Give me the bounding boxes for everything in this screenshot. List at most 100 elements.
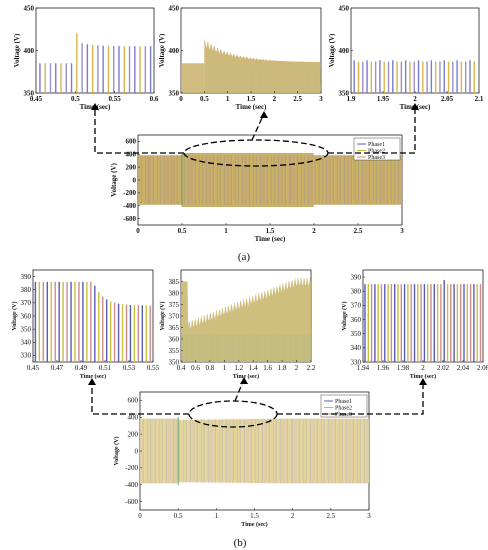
b-main-xtick-label: 1.5: [250, 512, 259, 520]
b-main-xtick-label: 0: [138, 512, 142, 520]
b-main-ytick-label: 200: [128, 430, 139, 438]
a-zoom3-xtick-label: 2.1: [475, 95, 484, 103]
b-main-series-group: [139, 416, 369, 486]
b-zoom2-series-group: [181, 277, 312, 362]
a-zoom1-ytick-label: 450: [24, 4, 35, 12]
b-zoom3-chart: 1.94 1.96 1.98 2 2.02 2.04 2.06 330 340 350 360 370…: [341, 269, 488, 380]
b-main-legend-entry: Phase1: [335, 399, 352, 405]
b-zoom1-xtick-label: 0.53: [123, 364, 136, 372]
b-zoom3-ytick-label: 350: [351, 330, 362, 338]
b-zoom2-ytick-label: 365: [169, 324, 180, 332]
a-zoom3-ytick-label: 350: [339, 89, 350, 97]
b-zoom2-ytick-label: 350: [169, 358, 180, 366]
b-main-xtick-label: 0.5: [174, 512, 183, 520]
a-main-xtick-label: 2: [312, 227, 316, 235]
caption-b: (b): [234, 537, 247, 549]
a-main-xtick-label: 0.5: [178, 227, 187, 235]
b-zoom1-ytick-label: 330: [21, 352, 32, 360]
b-zoom3-xtick-label: 2.04: [457, 364, 470, 372]
b-zoom3-xtick-label: 1.96: [377, 364, 390, 372]
b-connector-left: [91, 385, 189, 415]
b-zoom1-ytick-label: 340: [21, 339, 32, 347]
a-main-legend-entry: Phase1: [368, 142, 385, 148]
b-zoom3-series-group: [364, 279, 482, 362]
a-arrow-center: [260, 111, 268, 118]
b-zoom2-xtick-label: 0.6: [191, 364, 200, 372]
b-zoom2-ylabel: Voltage (V): [159, 302, 166, 331]
a-zoom2-xtick-label: 0: [179, 95, 183, 103]
a-main-xtick-label: 1.5: [266, 227, 275, 235]
b-main-xtick-label: 2.5: [326, 512, 335, 520]
a-zoom1-xtick-label: 0.45: [30, 95, 43, 103]
b-zoom3-ytick-label: 340: [351, 344, 362, 352]
b-zoom1-ylabel: Voltage (V): [11, 302, 18, 331]
a-zoom1-series-group: [39, 33, 152, 93]
b-zoom3-ytick-label: 360: [351, 316, 362, 324]
a-main-xtick-label: 3: [400, 227, 404, 235]
b-zoom1-xtick-label: 0.49: [75, 364, 88, 372]
b-main-ytick-label: 0: [135, 447, 139, 455]
b-zoom3-xtick-label: 2.02: [437, 364, 450, 372]
b-zoom2-ytick-label: 385: [169, 278, 180, 286]
b-zoom3-ytick-label: 380: [351, 288, 362, 296]
a-main-ytick-label: -400: [123, 202, 136, 210]
a-main-ylabel: Voltage (V): [110, 162, 118, 196]
a-zoom3-series-group: [353, 60, 475, 93]
a-zoom3-plot-frame: [350, 7, 480, 94]
a-zoom1-ytick-label: 350: [24, 89, 35, 97]
a-connector-right: [328, 110, 416, 154]
a-zoom2-xtick-label: 2.5: [293, 95, 302, 103]
a-zoom3-ylabel: Voltage (V): [328, 33, 336, 67]
a-zoom2-ytick-label: 400: [169, 47, 180, 55]
b-zoom1-xtick-label: 0.47: [51, 364, 64, 372]
b-zoom2-xtick-label: 1.6: [263, 364, 272, 372]
b-main-legend-entry: Phase3: [335, 412, 352, 418]
a-zoom2-ytick-label: 450: [169, 4, 180, 12]
b-zoom1-xlabel: Time (sec): [80, 373, 106, 380]
a-zoom1-ylabel: Voltage (V): [13, 33, 21, 67]
a-zoom2-chart: 0 0.5 1 1.5 2 2.5 3 350 400 450 Time (sec) Voltage …: [158, 4, 323, 111]
b-zoom2-xtick-label: 1.8: [278, 364, 287, 372]
b-arrow-center: [240, 377, 248, 384]
b-connector-right: [277, 385, 424, 415]
b-main-envelope: [140, 418, 369, 484]
a-zoom2-xtick-label: 3: [319, 95, 323, 103]
b-zoom1-plot-frame: [32, 269, 154, 363]
a-main-ytick-label: 200: [126, 163, 137, 171]
b-zoom2-xtick-label: 2.2: [307, 364, 316, 372]
b-arrow-right: [419, 378, 427, 385]
a-zoom1-xtick-label: 0.6: [150, 95, 159, 103]
b-zoom3-xtick-label: 1.98: [397, 364, 410, 372]
b-zoom2-xtick-label: 1: [223, 364, 227, 372]
b-main-xtick-label: 3: [367, 512, 371, 520]
b-zoom2-ytick-label: 375: [169, 301, 180, 309]
b-zoom2-ytick-label: 380: [169, 289, 180, 297]
b-zoom1-xtick-label: 0.55: [147, 364, 160, 372]
b-zoom1-chart: 0.45 0.47 0.49 0.51 0.53 0.55 330 340 350 360 370 3…: [11, 269, 160, 380]
a-zoom3-xtick-label: 1.9: [347, 95, 356, 103]
caption-a: (a): [238, 251, 251, 263]
a-zoom2-ylabel: Voltage (V): [158, 33, 166, 67]
band-envelope: [181, 277, 311, 362]
a-main-legend-entry: Phase3: [368, 155, 385, 161]
a-connector-left: [94, 110, 184, 154]
b-connector-center: [234, 383, 243, 402]
b-zoom2-xtick-label: 0.4: [177, 364, 186, 372]
b-zoom3-ytick-label: 390: [351, 273, 362, 281]
a-main-xtick-label: 0: [136, 227, 140, 235]
a-zoom1-ytick-label: 400: [24, 47, 35, 55]
a-zoom3-xtick-label: 2.05: [441, 95, 454, 103]
b-zoom2-xtick-label: 1.4: [249, 364, 258, 372]
b-zoom2-xlabel: Time (sec): [233, 373, 259, 380]
b-main-legend-entry: Phase2: [335, 406, 352, 412]
a-main-ytick-label: -200: [123, 189, 136, 197]
b-zoom2-xtick-label: 1.2: [234, 364, 243, 372]
b-main-xtick-label: 1: [215, 512, 219, 520]
a-zoom2-ytick-label: 350: [169, 89, 180, 97]
a-main-legend-entry: Phase2: [368, 149, 385, 155]
b-zoom3-xtick-label: 1.94: [357, 364, 370, 372]
b-zoom1-xtick-label: 0.45: [27, 364, 40, 372]
a-main-xlabel: Time (sec): [255, 235, 286, 243]
